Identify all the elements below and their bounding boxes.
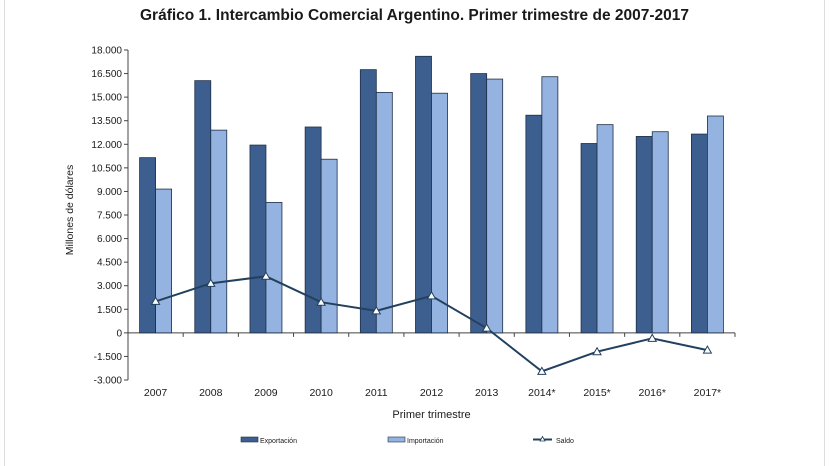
bar-importacion bbox=[596, 124, 614, 334]
bar-importacion bbox=[375, 92, 393, 334]
bar-exportacion bbox=[470, 73, 488, 334]
bar-exportacion bbox=[139, 157, 156, 334]
bar-exportacion bbox=[525, 114, 543, 334]
x-tick-label: 2015* bbox=[583, 387, 610, 399]
saldo-marker bbox=[481, 323, 492, 332]
saldo-marker bbox=[702, 345, 713, 354]
y-axis-title: Millones de dólares bbox=[64, 165, 76, 255]
x-tick-label: 2011 bbox=[365, 387, 388, 399]
x-tick-label: 2009 bbox=[254, 387, 278, 399]
frame-border-right bbox=[824, 0, 825, 466]
bar-importacion bbox=[265, 202, 283, 334]
legend-label-exportacion: Exportación bbox=[260, 438, 297, 445]
y-tick-label: 1.500 bbox=[97, 305, 122, 316]
bar-exportacion bbox=[359, 69, 377, 334]
saldo-marker bbox=[316, 297, 326, 306]
saldo-marker bbox=[261, 271, 271, 280]
legend-label-importacion: Importación bbox=[407, 438, 444, 445]
bar-importacion bbox=[707, 115, 724, 334]
y-tick-label: 0 bbox=[116, 328, 122, 339]
x-tick-label: 2007 bbox=[144, 387, 168, 399]
saldo-marker bbox=[537, 366, 547, 375]
x-tick-label: 2017* bbox=[694, 387, 721, 399]
y-tick-label: 9.000 bbox=[97, 187, 122, 198]
y-tick-label: 15.000 bbox=[91, 93, 122, 104]
bar-importacion bbox=[155, 188, 172, 334]
x-tick-label: 2013 bbox=[475, 387, 499, 399]
bar-exportacion bbox=[249, 144, 267, 334]
saldo-marker bbox=[647, 333, 658, 342]
x-tick-label: 2016* bbox=[639, 387, 666, 399]
y-tick-label: 12.000 bbox=[91, 140, 122, 151]
x-axis-title: Primer trimestre bbox=[392, 409, 470, 421]
bar-importacion bbox=[320, 158, 338, 334]
x-tick-label: 2014* bbox=[528, 387, 555, 399]
bar-importacion bbox=[210, 129, 228, 334]
legend-swatch-exportacion bbox=[240, 436, 259, 443]
y-tick-label: -3.000 bbox=[94, 376, 123, 387]
y-tick-label: 6.000 bbox=[97, 234, 122, 245]
bar-exportacion bbox=[415, 55, 432, 334]
bar-exportacion bbox=[635, 136, 653, 334]
saldo-marker bbox=[371, 305, 382, 315]
y-tick-label: -1.500 bbox=[94, 352, 123, 363]
saldo-marker bbox=[592, 346, 602, 356]
y-tick-label: 10.500 bbox=[91, 163, 122, 174]
bar-exportacion bbox=[580, 143, 598, 334]
bar-exportacion bbox=[691, 133, 708, 334]
bar-importacion bbox=[651, 131, 669, 334]
legend-label-saldo: Saldo bbox=[556, 438, 574, 445]
saldo-marker bbox=[150, 296, 161, 305]
chart-title: Gráfico 1. Intercambio Comercial Argenti… bbox=[139, 7, 690, 24]
bar-importacion bbox=[431, 92, 448, 334]
y-tick-label: 18.000 bbox=[91, 46, 122, 57]
legend-marker-saldo bbox=[539, 435, 546, 442]
y-tick-label: 4.500 bbox=[97, 258, 122, 269]
bar-exportacion bbox=[194, 80, 212, 334]
bar-importacion bbox=[486, 78, 504, 334]
frame-border-left bbox=[4, 0, 5, 466]
y-tick-label: 3.000 bbox=[97, 281, 122, 292]
y-tick-label: 7.500 bbox=[97, 211, 122, 222]
x-tick-label: 2008 bbox=[199, 387, 223, 399]
x-tick-label: 2012 bbox=[420, 387, 444, 399]
y-tick-label: 16.500 bbox=[91, 69, 122, 80]
x-tick-label: 2010 bbox=[309, 387, 333, 399]
saldo-marker bbox=[426, 290, 437, 300]
y-tick-label: 13.500 bbox=[91, 116, 122, 127]
legend-swatch-importacion bbox=[387, 436, 406, 443]
saldo-marker bbox=[205, 278, 216, 287]
bar-importacion bbox=[541, 76, 559, 334]
